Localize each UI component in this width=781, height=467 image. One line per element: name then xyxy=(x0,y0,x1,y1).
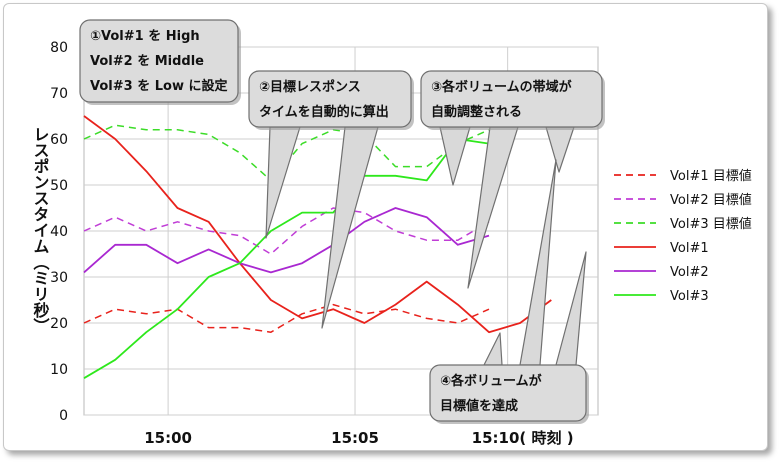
y-axis-label: レスポンスタイム（ミリ秒） xyxy=(31,126,50,334)
y-tick-label: 50 xyxy=(50,178,68,194)
series-line-1 xyxy=(83,207,490,255)
series-line-3 xyxy=(83,115,552,334)
callout-text: ①Vol#1 を High xyxy=(90,29,200,44)
x-tick-label: 15:00 xyxy=(144,429,192,447)
callout-text: ③各ボリュームの帯域が xyxy=(431,79,572,95)
callout-box-3 xyxy=(420,70,603,128)
y-tick-label: 80 xyxy=(50,40,68,56)
callout-text: ②目標レスポンス xyxy=(259,79,361,95)
series-line-4 xyxy=(83,207,490,274)
callout-box-4 xyxy=(429,364,587,422)
callout-text: 目標値を達成 xyxy=(440,398,518,414)
y-tick-label: 0 xyxy=(59,408,68,424)
y-tick-label: 30 xyxy=(50,270,68,286)
legend-label-0: Vol#1 目標値 xyxy=(670,168,752,184)
y-axis-title: レスポンスタイム（ミリ秒） xyxy=(31,126,50,334)
x-tick-label: 15:05 xyxy=(331,429,379,447)
y-tick-label: 40 xyxy=(50,224,68,240)
legend-label-2: Vol#3 目標値 xyxy=(670,216,752,232)
x-ticks: 15:00 15:05 15:10( 時刻 ) xyxy=(144,429,573,447)
callout-text: 自動調整される xyxy=(431,104,522,120)
callout-box-1 xyxy=(79,19,239,103)
legend: Vol#1 目標値 Vol#2 目標値 Vol#3 目標値 Vol#1 Vol#2 Vol… xyxy=(614,168,752,304)
y-tick-label: 20 xyxy=(50,316,68,332)
series-line-5 xyxy=(83,138,490,379)
legend-label-3: Vol#1 xyxy=(670,241,709,256)
legend-label-4: Vol#2 xyxy=(670,265,709,280)
legend-label-5: Vol#3 xyxy=(670,289,709,304)
y-tick-label: 60 xyxy=(50,132,68,148)
callout-text: Vol#3 を Low に設定 xyxy=(90,78,227,94)
legend-label-1: Vol#2 目標値 xyxy=(670,192,752,208)
y-ticks: 0 10 20 30 40 50 60 70 80 xyxy=(50,40,68,424)
callout-text: ④各ボリュームが xyxy=(440,373,542,389)
callout-text: タイムを自動的に算出 xyxy=(259,104,389,120)
x-tick-label: 15:10( 時刻 ) xyxy=(472,429,574,447)
callout-box-2 xyxy=(248,70,412,128)
y-tick-label: 10 xyxy=(50,362,68,378)
y-tick-label: 70 xyxy=(50,86,68,102)
annotations: ①Vol#1 を High Vol#2 を Middle Vol#3 を Low に… xyxy=(79,19,605,424)
callout-text: Vol#2 を Middle xyxy=(90,54,204,69)
